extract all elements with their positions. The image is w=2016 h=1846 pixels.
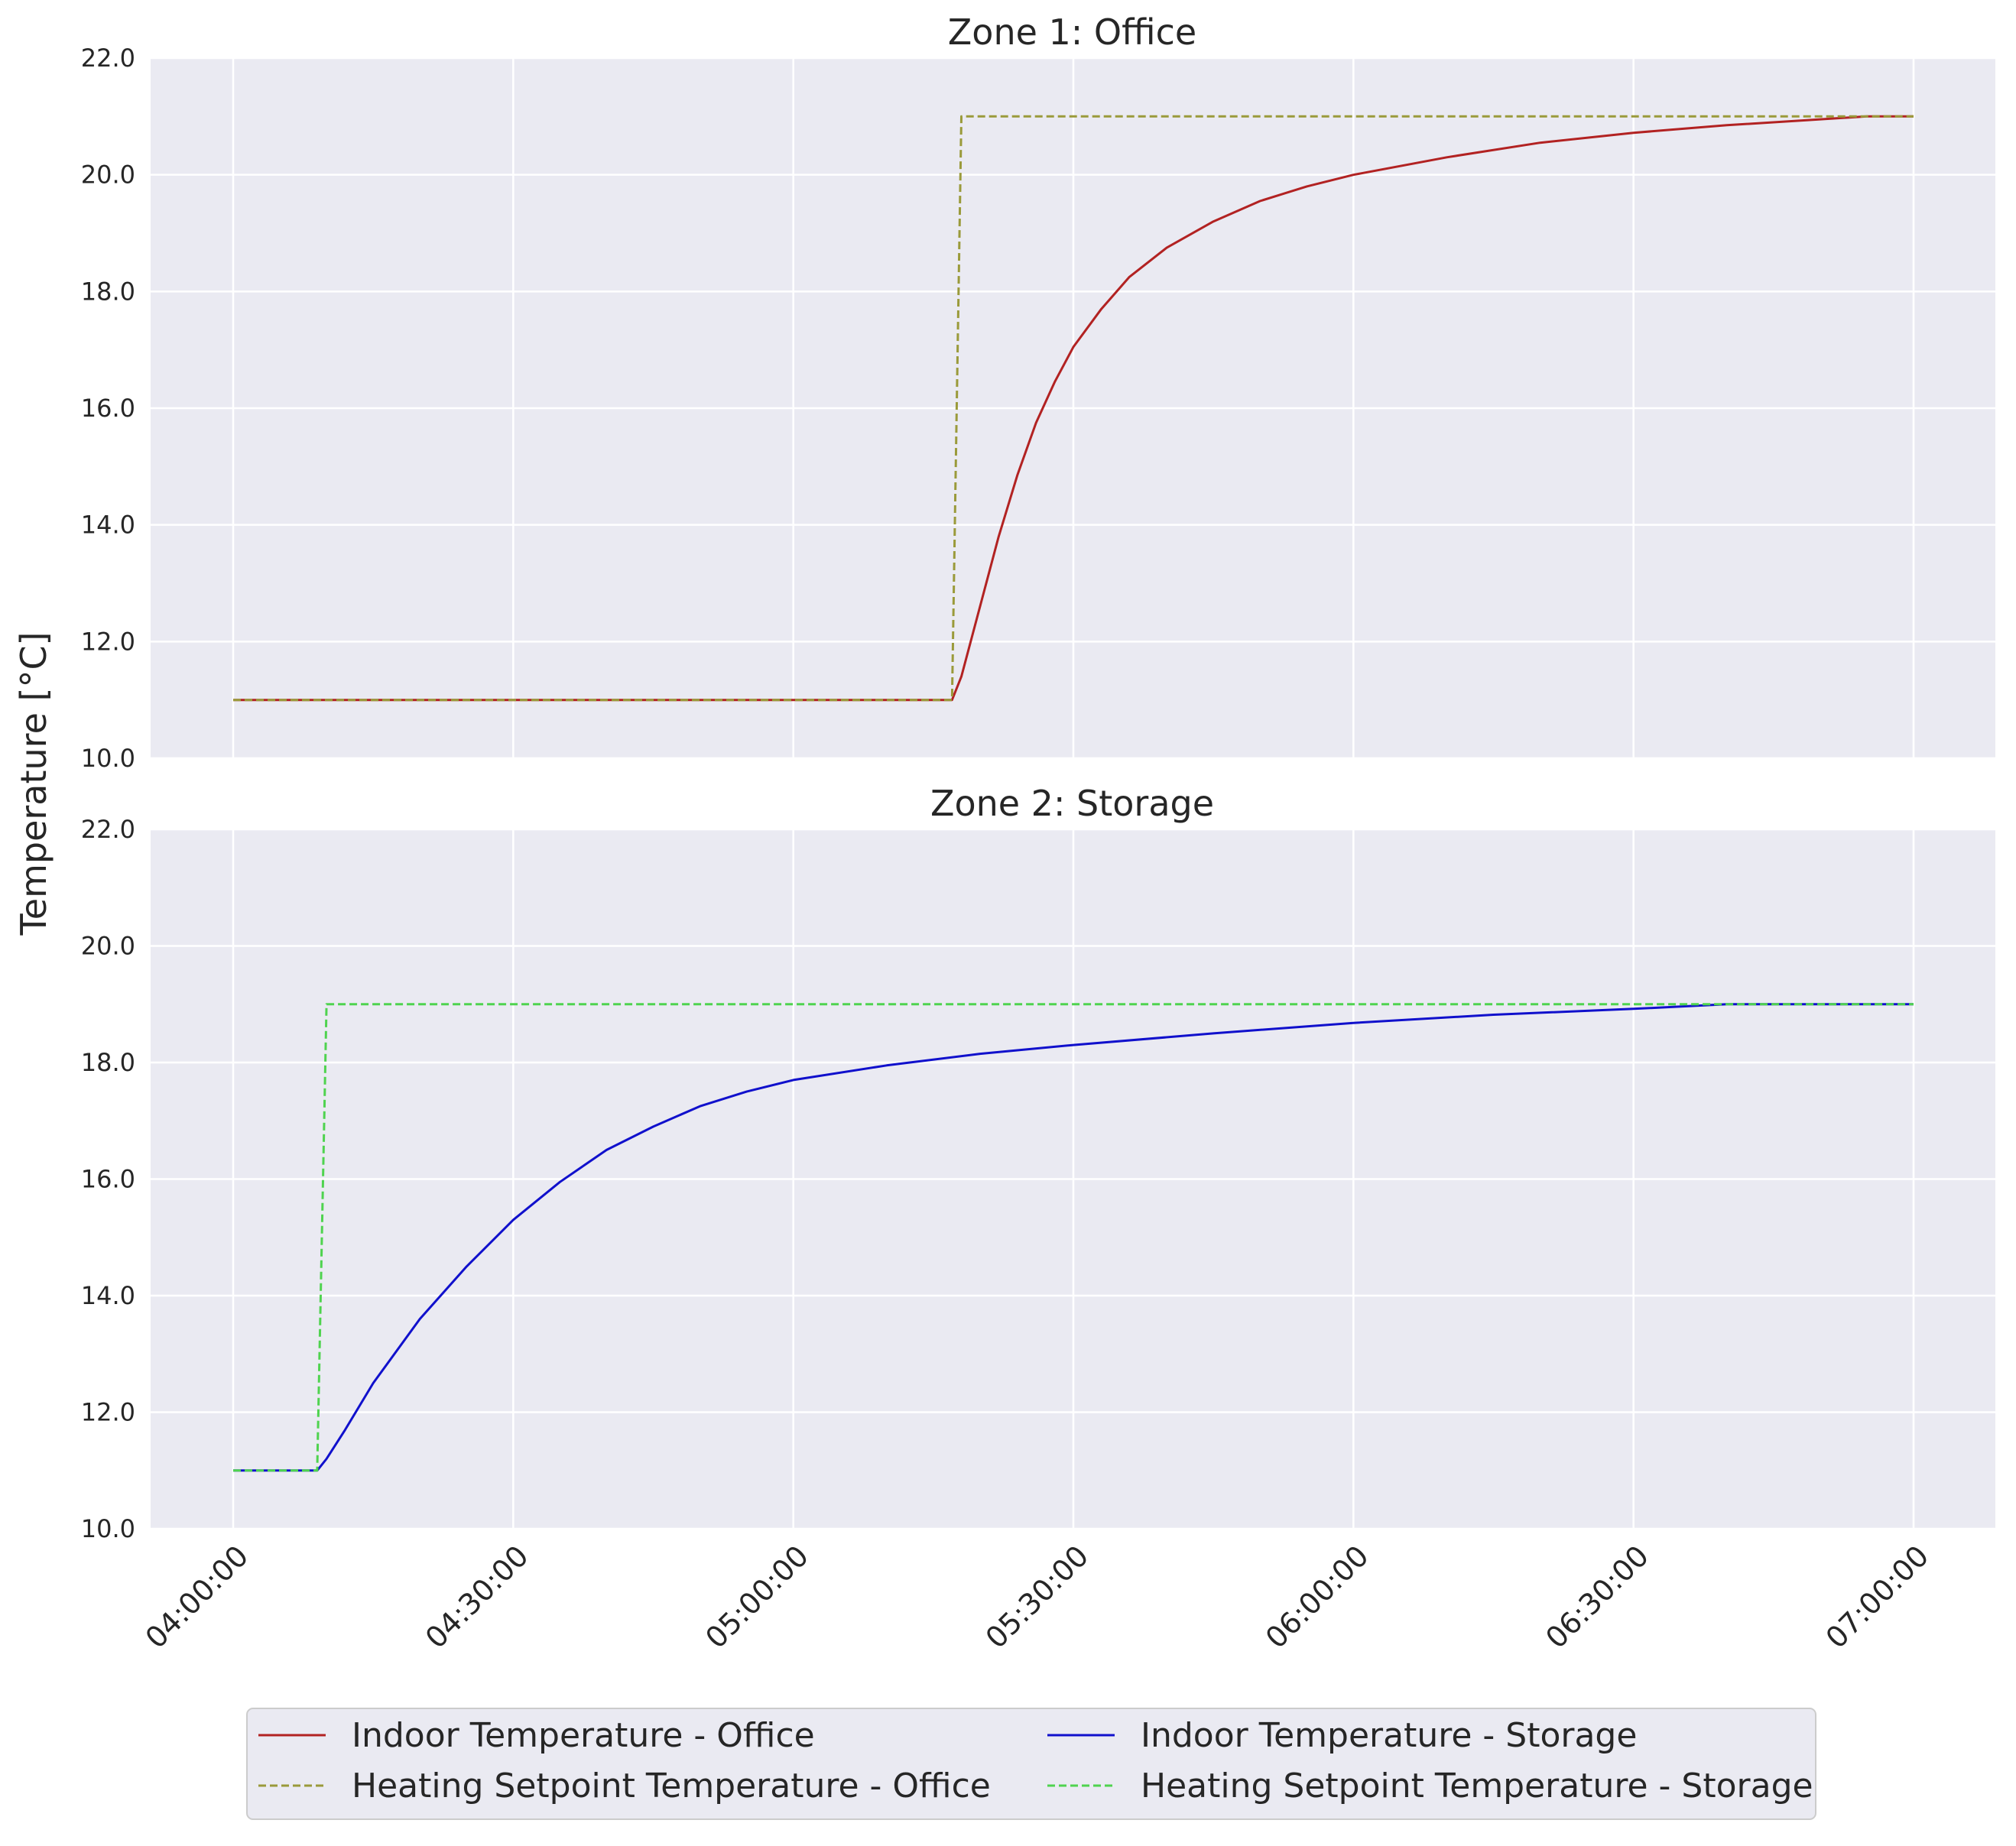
- y-tick-label: 18.0: [81, 277, 135, 306]
- x-tick-label: 07:00:00: [1820, 1539, 1936, 1655]
- y-axis-label: Temperature [°C]: [13, 631, 54, 936]
- panel-title: Zone 1: Office: [948, 11, 1196, 53]
- y-tick-label: 10.0: [81, 744, 135, 773]
- series-line-indoor-temperature-office: [233, 115, 1914, 702]
- y-tick-label: 14.0: [81, 1281, 135, 1310]
- y-tick-label: 20.0: [81, 932, 135, 961]
- y-tick-label: 10.0: [81, 1514, 135, 1543]
- y-tick-label: 22.0: [81, 44, 135, 73]
- panel-2: 10.0 12.0 14.0 16.0 18.0 20.0 22.0 Zone 2: Stor…: [81, 783, 1995, 1543]
- legend-label: Indoor Temperature - Office: [352, 1716, 815, 1755]
- legend-label: Indoor Temperature - Storage: [1141, 1716, 1637, 1755]
- y-tick-label: 12.0: [81, 1398, 135, 1427]
- legend-label: Heating Setpoint Temperature - Office: [352, 1767, 991, 1805]
- legend: Indoor Temperature - Office Heating Setpo…: [246, 1708, 1816, 1820]
- panel-title: Zone 2: Storage: [930, 783, 1214, 824]
- x-tick-label: 06:30:00: [1539, 1539, 1655, 1655]
- x-tick-label: 06:00:00: [1259, 1539, 1375, 1655]
- y-tick-label: 16.0: [81, 1165, 135, 1194]
- y-tick-label: 12.0: [81, 627, 135, 656]
- x-tick-label: 05:00:00: [699, 1539, 815, 1655]
- series-line-heating-setpoint-temperature-office: [233, 115, 1914, 702]
- series-line-heating-setpoint-temperature-storage: [233, 1003, 1914, 1472]
- y-tick-label: 22.0: [81, 815, 135, 844]
- panel-1: 10.0 12.0 14.0 16.0 18.0 20.0 22.0 Zone 1: Offi…: [81, 11, 1995, 773]
- x-tick-label: 04:30:00: [419, 1539, 535, 1655]
- y-tick-label: 14.0: [81, 511, 135, 540]
- y-tick-label: 18.0: [81, 1048, 135, 1077]
- y-tick-label: 16.0: [81, 394, 135, 423]
- x-tick-label: 05:30:00: [979, 1539, 1096, 1655]
- legend-frame: [246, 1708, 1816, 1820]
- y-tick-label: 20.0: [81, 161, 135, 190]
- legend-label: Heating Setpoint Temperature - Storage: [1141, 1767, 1813, 1805]
- x-tick-label: 04:00:00: [139, 1539, 255, 1655]
- series-line-indoor-temperature-storage: [233, 1003, 1914, 1472]
